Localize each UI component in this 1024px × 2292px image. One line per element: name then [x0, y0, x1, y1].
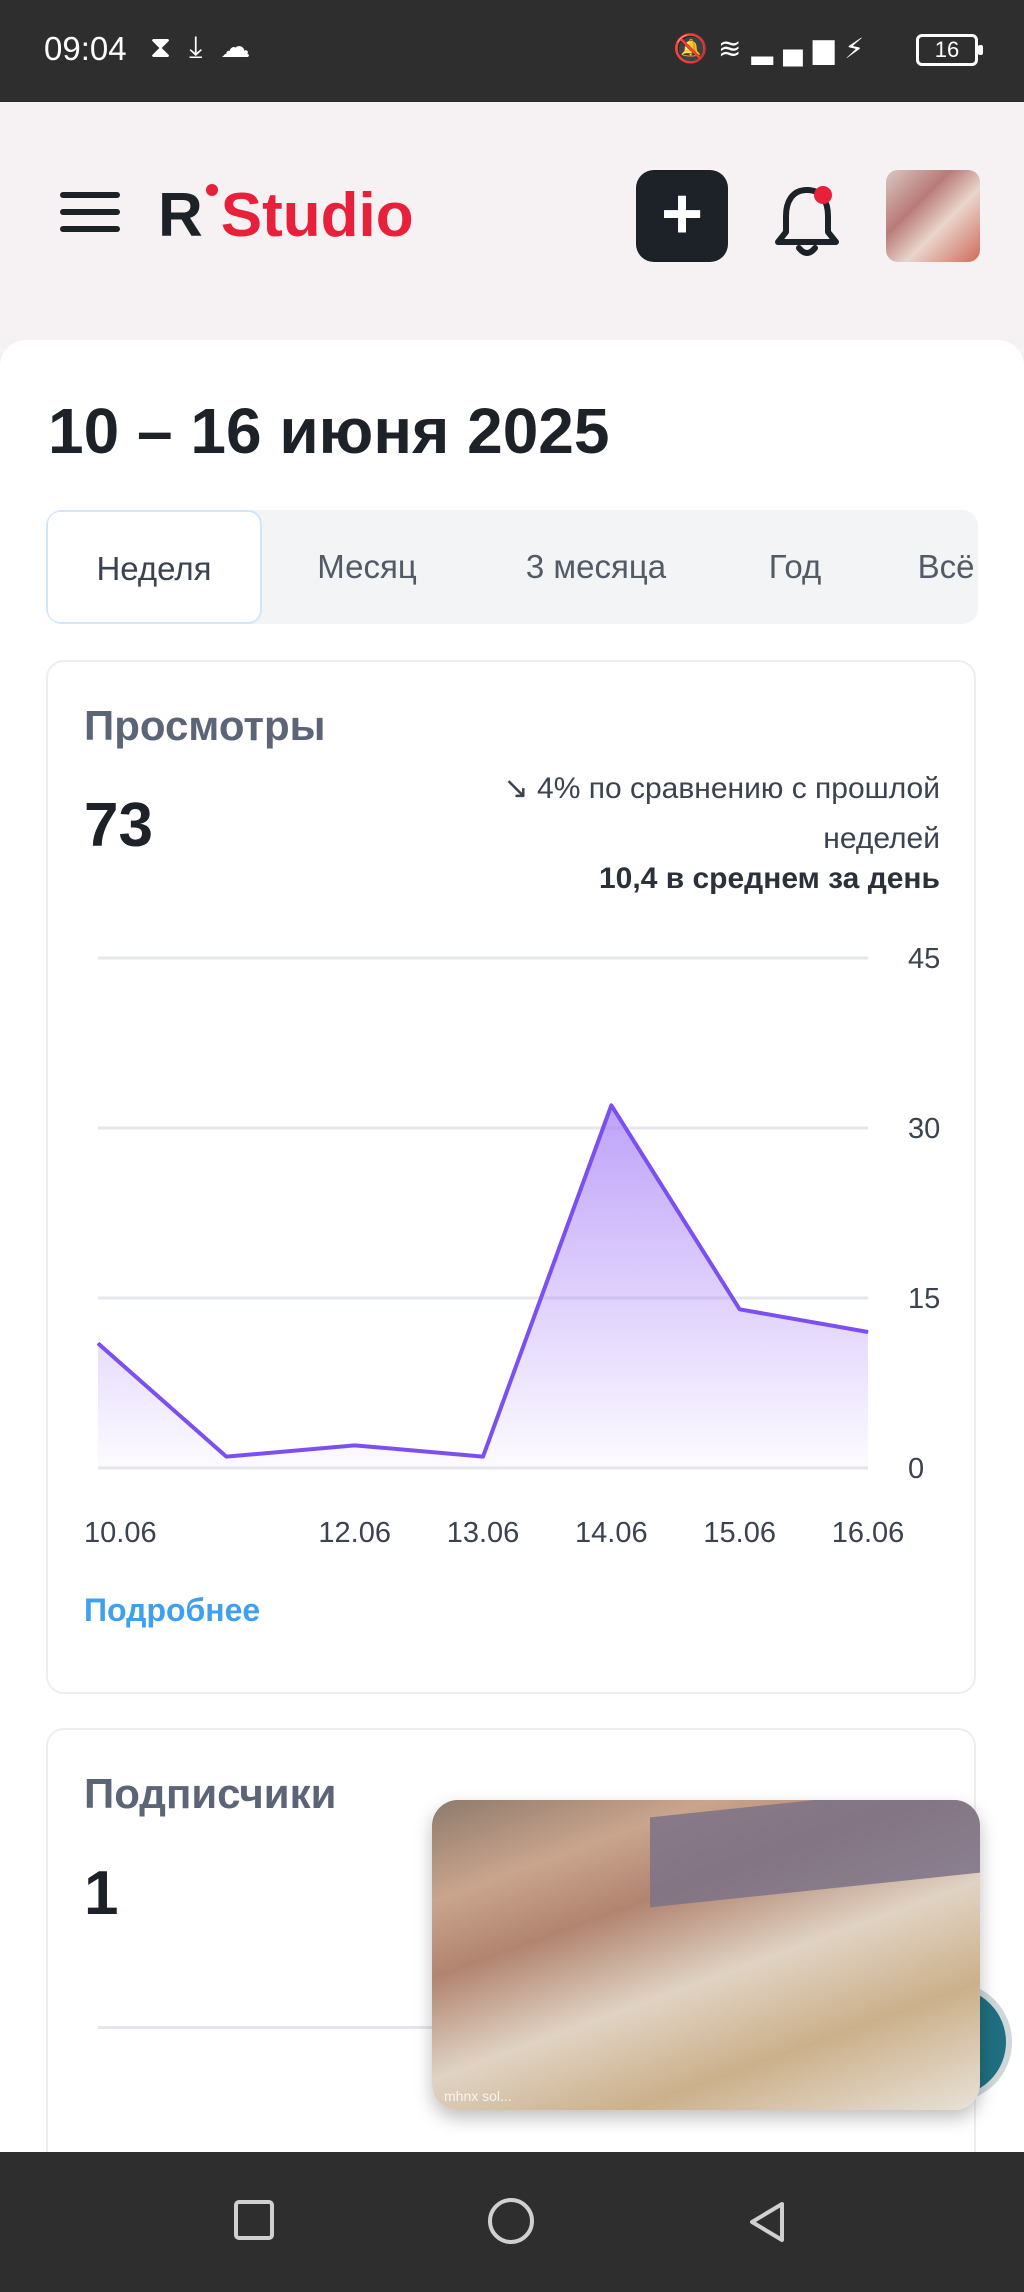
tab-month[interactable]: Месяц: [317, 548, 417, 585]
notifications-button[interactable]: [772, 180, 842, 260]
status-right-icons: 🔕≋▂▄▆⚡: [673, 32, 874, 65]
logo-dot: [206, 184, 218, 196]
views-value: 73: [84, 791, 153, 860]
views-chart: 0 15 30 45 10.06 12.06 13.06 14.06 15.06 16.06: [84, 943, 940, 1549]
x-tick-label: 10.06: [84, 1517, 157, 1549]
chart-area: [98, 1105, 868, 1468]
page-title: 10 – 16 июня 2025: [48, 395, 610, 467]
system-nav-bar: [0, 2152, 1024, 2292]
data-point: [354, 1444, 356, 1446]
tab-year[interactable]: Год: [768, 548, 822, 585]
y-tick-label: 30: [908, 1113, 940, 1145]
y-tick-label: 15: [908, 1283, 940, 1315]
add-button[interactable]: +: [636, 170, 728, 262]
views-more-link[interactable]: Подробнее: [84, 1592, 261, 1628]
status-bar: 09:04 ⧗⤓☁ 🔕≋▂▄▆⚡ 16: [0, 0, 1024, 102]
recents-button[interactable]: [234, 2200, 274, 2240]
views-daily-average: 10,4 в среднем за день: [598, 862, 940, 895]
status-time: 09:04: [44, 30, 127, 67]
data-point: [97, 1342, 99, 1344]
views-title: Просмотры: [84, 702, 326, 749]
tab-week[interactable]: Неделя: [46, 510, 262, 624]
subscribers-title: Подписчики: [84, 1770, 337, 1817]
tab-all[interactable]: Всё: [917, 548, 975, 585]
notification-dot: [814, 186, 832, 204]
y-tick-label: 45: [908, 943, 940, 975]
back-button[interactable]: [744, 2198, 788, 2246]
avatar[interactable]: [886, 170, 980, 262]
pip-caption: mhnx sol...: [444, 2088, 512, 2104]
x-tick-label: 14.06: [575, 1517, 648, 1549]
tab-3-months[interactable]: 3 месяца: [525, 548, 667, 585]
wifi-icon: ≋: [717, 33, 752, 64]
logo-r: R: [158, 181, 203, 250]
hamburger-icon[interactable]: [60, 192, 120, 238]
x-tick-label: 12.06: [318, 1517, 391, 1549]
x-tick-label: 15.06: [703, 1517, 776, 1549]
data-point: [225, 1456, 227, 1458]
x-tick-label: 16.06: [832, 1517, 905, 1549]
subscribers-value: 1: [84, 1859, 119, 1928]
data-point: [867, 1331, 869, 1333]
data-point: [739, 1308, 741, 1310]
views-card: Просмотры 73 ↘ 4% по сравнению с прошлой…: [46, 660, 976, 1694]
download-icon: ⤓: [189, 31, 221, 64]
app-header: R Studio +: [0, 102, 1024, 342]
views-comparison: ↘ 4% по сравнению с прошлой неделей: [503, 772, 940, 855]
charging-icon: ⚡: [844, 33, 874, 64]
period-tabs: Неделя Месяц 3 месяца Год Всё: [46, 510, 978, 624]
status-left-icons: ⧗⤓☁: [150, 30, 268, 65]
logo-studio: Studio: [220, 181, 414, 250]
y-tick-label: 0: [908, 1453, 924, 1485]
cloud-icon: ☁: [220, 31, 269, 64]
battery-indicator: 16: [916, 34, 983, 66]
data-point: [610, 1104, 612, 1106]
pip-band: [650, 1800, 980, 1908]
mute-icon: 🔕: [673, 33, 718, 64]
pip-video[interactable]: mhnx sol...: [432, 1800, 980, 2110]
home-button[interactable]: [488, 2198, 534, 2244]
hourglass-icon: ⧗: [150, 31, 190, 64]
x-tick-label: 13.06: [447, 1517, 520, 1549]
signal-icon: ▂▄▆: [751, 33, 845, 64]
rstudio-logo[interactable]: R Studio: [158, 178, 414, 254]
data-point: [482, 1456, 484, 1458]
